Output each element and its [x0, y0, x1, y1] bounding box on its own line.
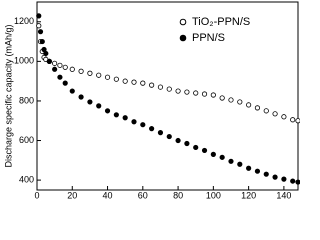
data-point — [166, 133, 172, 140]
data-point — [69, 66, 75, 72]
data-point — [254, 168, 261, 174]
data-point — [290, 178, 296, 184]
x-tick-label: 140 — [276, 190, 291, 200]
data-point — [290, 117, 296, 123]
data-point — [96, 103, 102, 109]
data-point — [87, 70, 93, 76]
data-point — [57, 62, 63, 68]
data-point — [78, 68, 84, 74]
data-point — [113, 112, 119, 118]
data-point — [263, 171, 269, 177]
data-point — [157, 130, 164, 136]
data-point — [62, 64, 68, 70]
x-tick-label: 120 — [241, 190, 256, 200]
data-point — [43, 50, 49, 57]
legend-marker — [179, 18, 187, 26]
data-point — [193, 90, 199, 96]
data-point — [295, 118, 300, 124]
data-point — [37, 29, 44, 35]
y-axis-label: Discharge specific capacity (mAh/g) — [3, 24, 13, 167]
data-point — [57, 74, 63, 80]
y-tick-label: 600 — [19, 135, 34, 145]
data-point — [78, 94, 84, 100]
data-point — [295, 179, 300, 185]
legend-marker — [179, 34, 187, 42]
data-point — [281, 114, 287, 120]
data-point — [272, 111, 278, 117]
data-point — [131, 119, 137, 125]
legend-label: PPN/S — [192, 32, 225, 44]
data-point — [140, 122, 146, 128]
x-tick-label: 80 — [173, 190, 183, 200]
y-tick-label: 1200 — [14, 16, 34, 26]
data-point — [201, 147, 208, 154]
data-point — [272, 174, 278, 180]
data-point — [193, 144, 199, 151]
data-point — [246, 102, 252, 108]
chart: Discharge specific capacity (mAh/g) 4006… — [3, 1, 300, 200]
data-point — [237, 99, 243, 105]
x-tick-label: 100 — [206, 190, 221, 200]
data-point — [52, 66, 58, 72]
data-point — [36, 23, 42, 29]
plot-frame — [36, 1, 299, 191]
x-tick-label: 40 — [103, 190, 113, 200]
data-point — [175, 88, 181, 94]
data-point — [157, 84, 164, 90]
data-point — [254, 105, 261, 111]
data-point — [52, 60, 58, 66]
data-point — [175, 137, 181, 144]
data-point — [62, 80, 68, 86]
data-point — [149, 126, 155, 132]
data-point — [219, 154, 225, 160]
data-point — [39, 38, 45, 45]
legend-label: TiO₂-PPN/S — [192, 16, 250, 28]
data-point — [36, 13, 42, 19]
data-point — [246, 165, 252, 171]
data-point — [210, 151, 216, 157]
data-point — [219, 95, 225, 101]
data-point — [131, 79, 137, 85]
data-point — [69, 88, 75, 94]
data-point — [184, 89, 190, 95]
data-point — [228, 97, 234, 103]
data-point — [87, 99, 93, 105]
x-tick-label: 0 — [34, 190, 39, 200]
data-point — [201, 91, 208, 97]
data-point — [210, 92, 216, 98]
data-point — [263, 108, 269, 114]
data-point — [281, 176, 287, 182]
data-point — [228, 158, 234, 164]
data-point — [46, 58, 52, 64]
data-point — [96, 72, 102, 78]
data-point — [140, 80, 146, 86]
data-point — [113, 76, 119, 82]
data-point — [184, 140, 190, 147]
data-point — [237, 161, 243, 167]
data-point — [122, 78, 128, 84]
x-tick-label: 60 — [138, 190, 148, 200]
y-tick-label: 1000 — [14, 56, 34, 66]
data-point — [104, 108, 111, 114]
data-point — [122, 115, 128, 121]
y-tick-label: 800 — [19, 95, 34, 105]
x-tick-label: 20 — [67, 190, 77, 200]
data-point — [149, 82, 155, 88]
data-point — [104, 74, 111, 80]
data-point — [166, 86, 172, 92]
y-tick-label: 400 — [19, 174, 34, 184]
